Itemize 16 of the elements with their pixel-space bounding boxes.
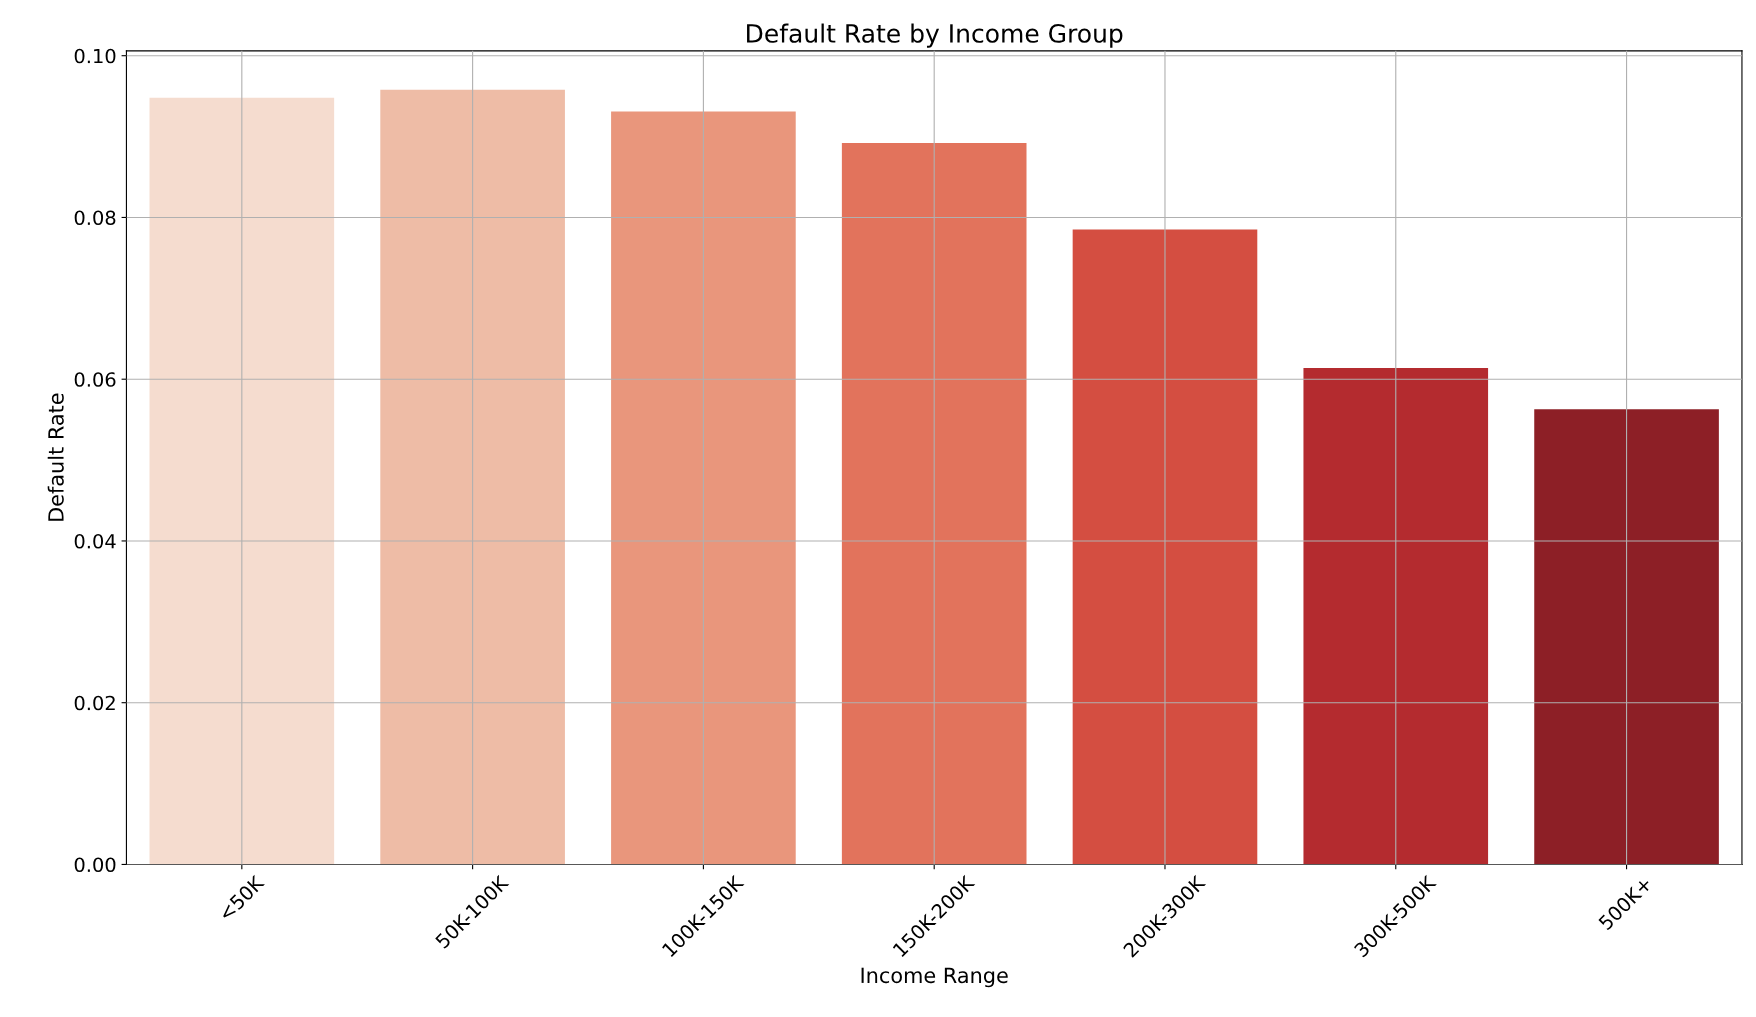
x-axis-title: Income Range xyxy=(861,967,1008,988)
y-axis-title: Default Rate xyxy=(47,393,64,521)
bar xyxy=(611,111,796,865)
y-tick-label: 0.08 xyxy=(74,210,116,226)
bar xyxy=(841,143,1027,865)
bar xyxy=(380,89,565,865)
bar xyxy=(1534,409,1719,865)
bar xyxy=(1303,367,1489,865)
y-tick-label: 0.02 xyxy=(74,695,115,711)
y-tick-label: 0.04 xyxy=(74,533,116,549)
y-tick-label: 0.10 xyxy=(74,48,116,64)
bar xyxy=(149,97,335,865)
y-tick-label: 0.06 xyxy=(74,372,116,387)
bar xyxy=(1072,229,1258,865)
y-tick-label: 0.00 xyxy=(74,857,116,873)
chart-title: Default Rate by Income Group xyxy=(747,23,1123,48)
